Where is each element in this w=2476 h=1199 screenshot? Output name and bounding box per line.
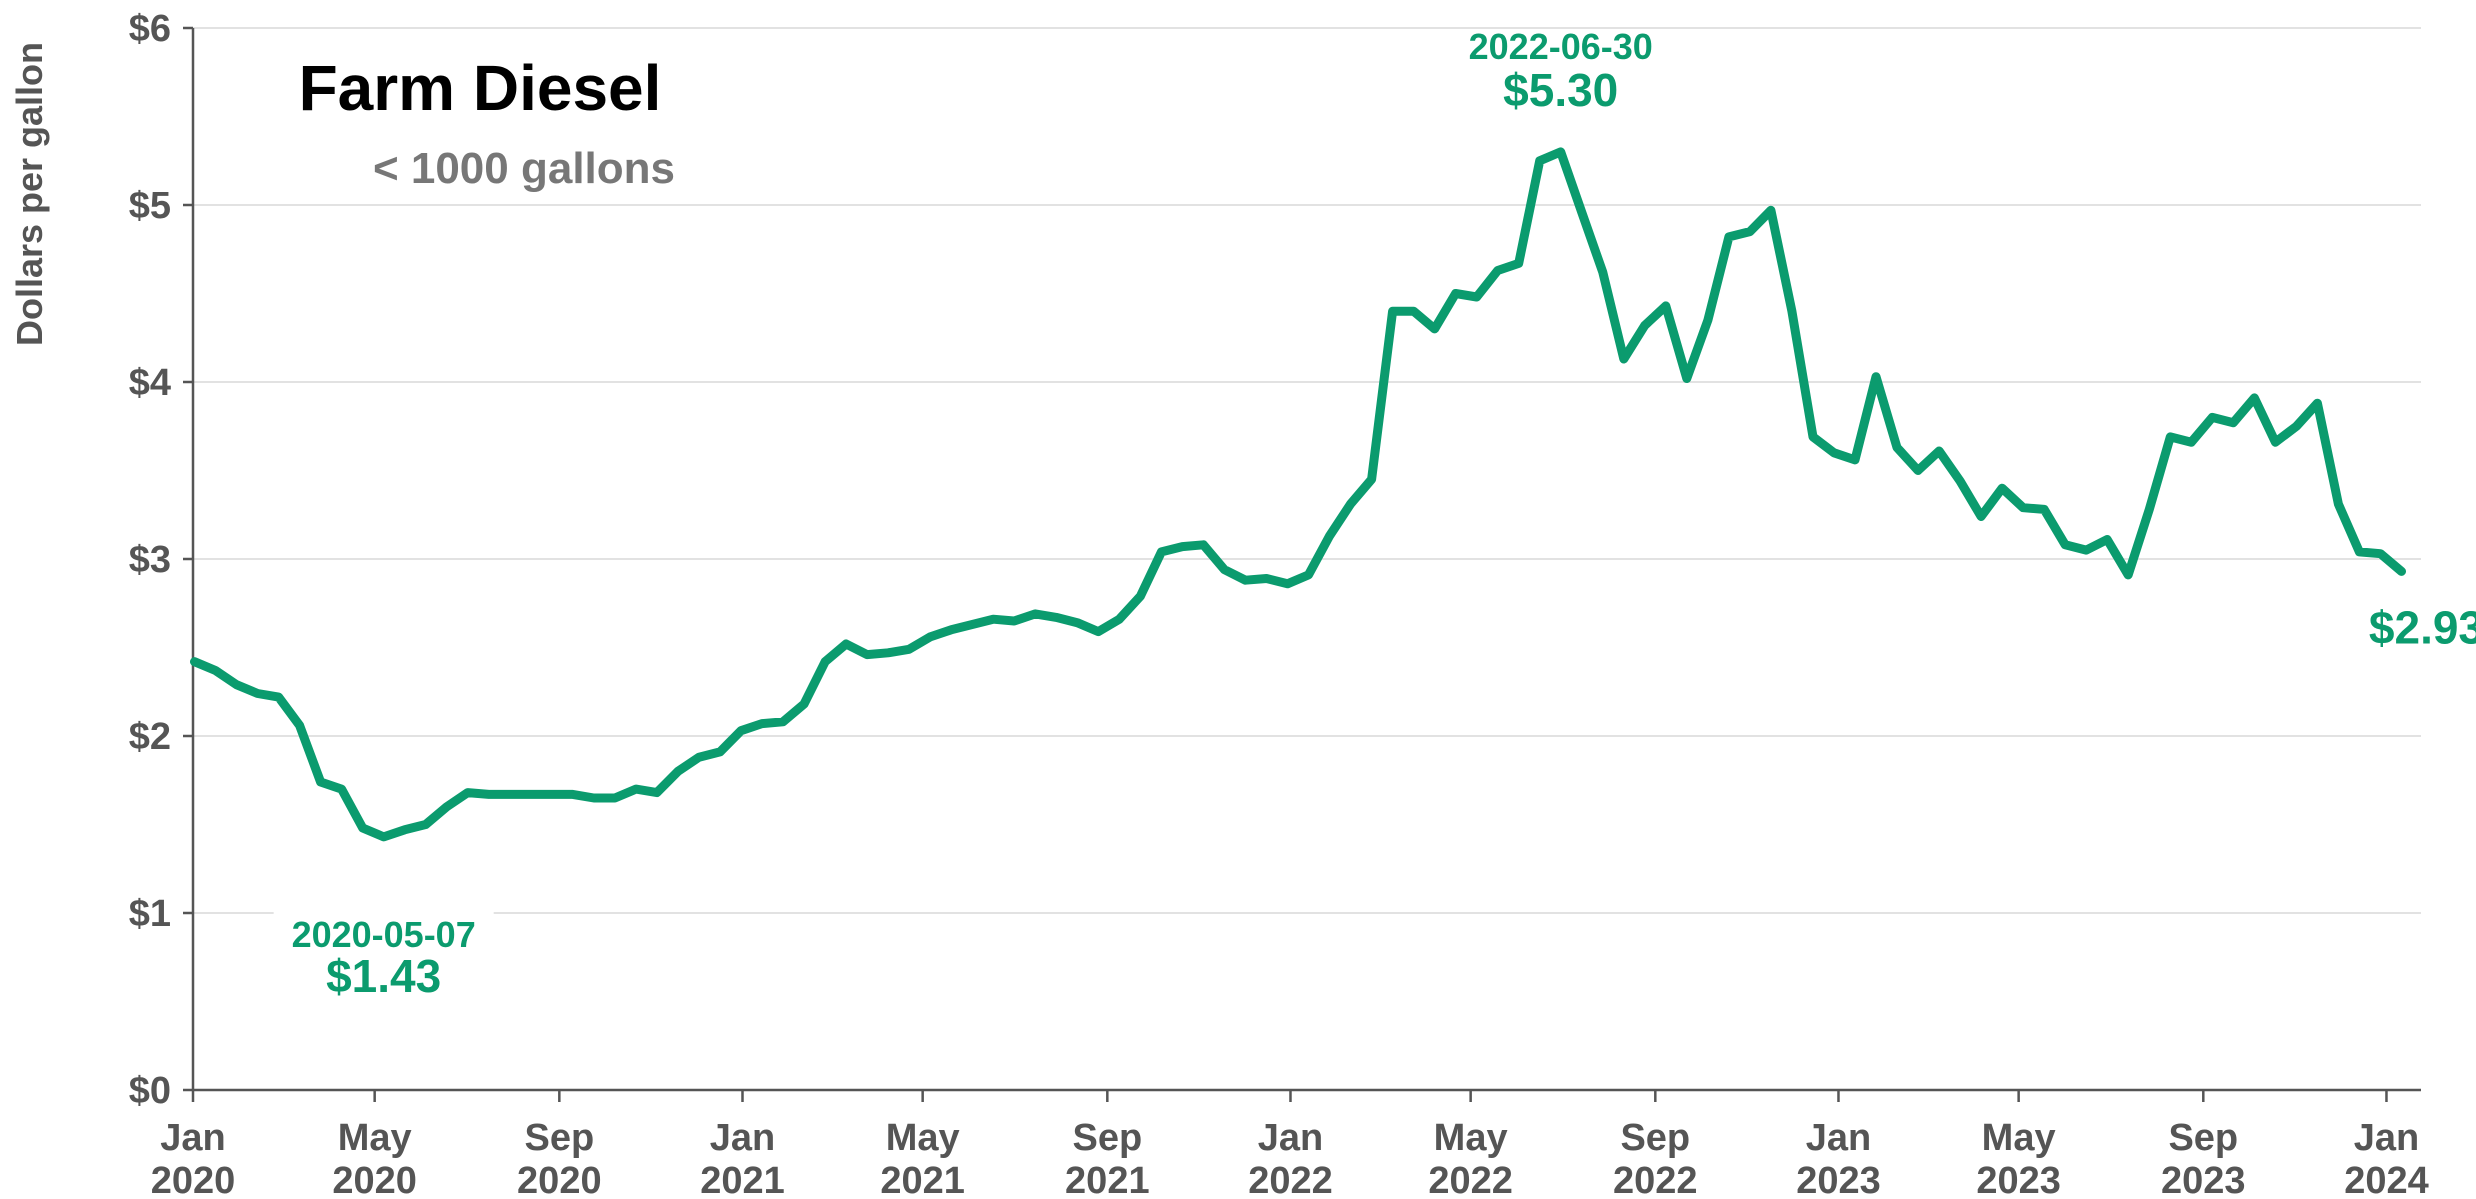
x-tick-label-line: May	[1982, 1117, 2056, 1159]
x-tick-label-line: Jan	[2354, 1117, 2419, 1159]
chart-subtitle: < 1000 gallons	[373, 144, 675, 193]
y-tick-label: $4	[129, 362, 171, 404]
y-tick-label: $0	[129, 1070, 171, 1112]
chart-title: Farm Diesel	[299, 52, 662, 124]
annotation-backdrop	[273, 891, 494, 1012]
x-tick-label: Sep 2021	[1065, 1117, 1150, 1199]
x-tick-label: Jan 2024	[2344, 1117, 2429, 1199]
x-tick-label-line: May	[338, 1117, 412, 1159]
x-tick-label: May 2022	[1428, 1117, 1513, 1199]
annotation-date: 2022-06-30	[1469, 26, 1653, 67]
x-tick-label-line: 2020	[151, 1160, 236, 1199]
x-tick-label-line: Sep	[524, 1117, 594, 1159]
x-tick-label: Jan 2020	[151, 1117, 236, 1199]
annotation-value: $1.43	[326, 950, 441, 1002]
annotation-date: 2020-05-07	[292, 914, 476, 955]
x-tick-label-line: Sep	[2168, 1117, 2238, 1159]
y-tick-label: $1	[129, 893, 171, 935]
y-axis-label: Dollars per gallon	[9, 42, 50, 346]
x-tick-label-line: Jan	[1806, 1117, 1871, 1159]
x-tick-label-line: 2021	[880, 1160, 965, 1199]
line-series	[190, 147, 2406, 842]
x-tick-label-line: 2020	[517, 1160, 602, 1199]
x-tick-label-line: 2020	[332, 1160, 417, 1199]
x-tick-label-line: May	[886, 1117, 960, 1159]
annotation-value: $5.30	[1503, 64, 1618, 116]
x-tick-label: Sep 2023	[2161, 1117, 2246, 1199]
x-tick-label: May 2021	[880, 1117, 965, 1199]
y-tick-label: $2	[129, 716, 171, 758]
x-tick-label: Sep 2022	[1613, 1117, 1698, 1199]
x-tick-label-line: 2023	[1976, 1160, 2061, 1199]
x-tick-label-line: 2021	[1065, 1160, 1150, 1199]
x-tick-label-line: Sep	[1072, 1117, 1142, 1159]
x-tick-label-line: Sep	[1620, 1117, 1690, 1159]
x-tick-label-line: 2024	[2344, 1160, 2429, 1199]
x-tick-label-line: 2022	[1428, 1160, 1513, 1199]
x-tick-label-line: 2021	[700, 1160, 785, 1199]
x-tick-label-line: 2023	[2161, 1160, 2246, 1199]
x-tick-label: May 2023	[1976, 1117, 2061, 1199]
x-tick-label-line: 2022	[1613, 1160, 1698, 1199]
x-tick-label: Jan 2022	[1248, 1117, 1333, 1199]
annotation-value: $2.93	[2369, 601, 2476, 653]
y-tick-label: $6	[129, 8, 171, 50]
x-tick-label-line: May	[1434, 1117, 1508, 1159]
y-tick-label: $5	[129, 185, 171, 227]
x-tick-label: Jan 2021	[700, 1117, 785, 1199]
x-tick-label: Sep 2020	[517, 1117, 602, 1199]
x-tick-label-line: 2023	[1796, 1160, 1881, 1199]
x-tick-label: May 2020	[332, 1117, 417, 1199]
x-tick-label-line: Jan	[160, 1117, 225, 1159]
x-tick-label-line: 2022	[1248, 1160, 1333, 1199]
y-tick-label: $3	[129, 539, 171, 581]
x-tick-label-line: Jan	[1258, 1117, 1323, 1159]
x-tick-label: Jan 2023	[1796, 1117, 1881, 1199]
x-tick-label-line: Jan	[710, 1117, 775, 1159]
